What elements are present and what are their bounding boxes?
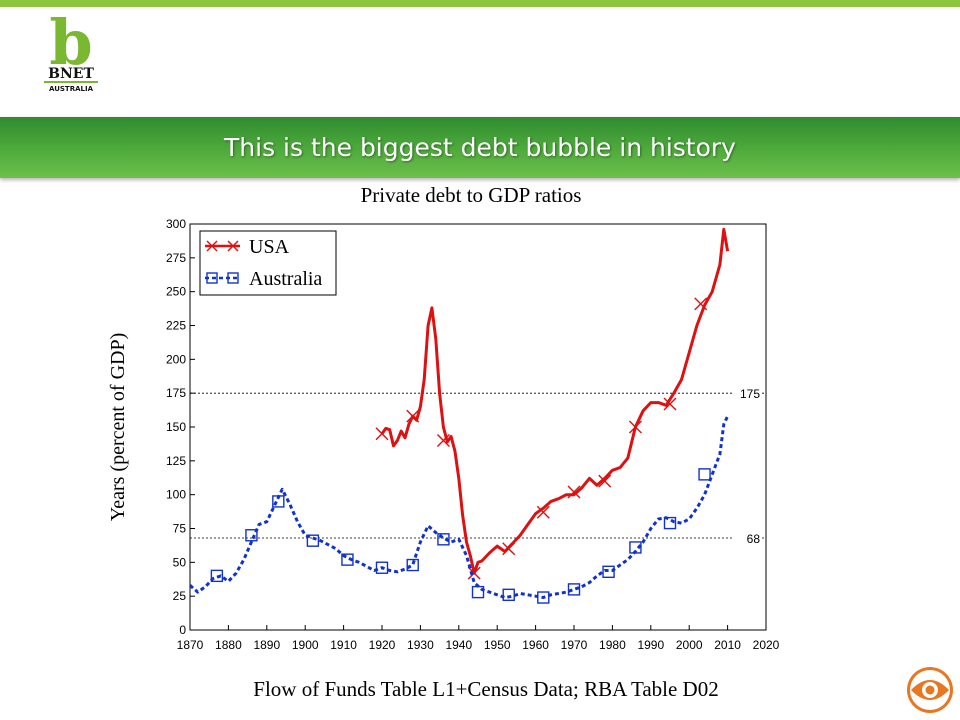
legend-box xyxy=(199,230,337,296)
australia-marker xyxy=(629,541,642,554)
chart-title: Private debt to GDP ratios xyxy=(361,183,582,207)
australia-marker xyxy=(471,585,485,599)
usa-marker xyxy=(375,427,389,441)
usa-marker xyxy=(502,542,516,556)
reference-line-label: 175 xyxy=(740,387,760,401)
australia-marker xyxy=(210,569,224,583)
usa-marker xyxy=(663,397,677,411)
y-tick-label: 250 xyxy=(166,285,186,299)
x-tick-label: 1930 xyxy=(407,638,434,652)
usa-marker xyxy=(694,297,708,311)
series-layer xyxy=(189,227,730,604)
australia-marker xyxy=(502,588,515,602)
x-tick-label: 1940 xyxy=(445,638,472,652)
usa-marker xyxy=(598,474,612,488)
x-tick-label: 1900 xyxy=(292,638,319,652)
title-banner xyxy=(0,117,960,178)
x-axis-ticks: 1870 1880 1890 1900 1910 1920 1930 1940 1950 1960… xyxy=(177,625,780,652)
legend-marker xyxy=(227,272,239,284)
australia-marker xyxy=(663,516,677,530)
cbs-eye-icon xyxy=(907,667,953,713)
australia-marker xyxy=(698,468,711,481)
reference-lines: 175 68 xyxy=(190,386,766,546)
y-tick-label: 25 xyxy=(173,589,187,603)
australia-marker xyxy=(245,529,258,542)
australia-marker xyxy=(306,534,320,547)
x-tick-label: 1970 xyxy=(561,638,588,652)
x-tick-label: 1950 xyxy=(484,638,511,652)
legend-marker xyxy=(206,240,218,252)
x-tick-label: 1990 xyxy=(637,638,664,652)
y-tick-label: 125 xyxy=(166,454,186,468)
x-tick-label: 2010 xyxy=(714,638,741,652)
legend-label: USA xyxy=(249,236,290,258)
usa-marker xyxy=(536,505,550,519)
usa-marker xyxy=(467,566,481,580)
usa-marker xyxy=(436,434,450,448)
australia-marker xyxy=(406,558,419,572)
usa-marker xyxy=(628,420,642,434)
x-axis-label: Flow of Funds Table L1+Census Data; RBA … xyxy=(253,677,718,701)
y-tick-label: 225 xyxy=(166,319,186,333)
y-tick-label: 0 xyxy=(179,623,186,637)
x-tick-label: 1980 xyxy=(599,638,626,652)
legend-marker xyxy=(206,272,218,284)
y-tick-label: 100 xyxy=(166,488,186,502)
reference-label-bg xyxy=(734,530,762,545)
australia-marker xyxy=(341,553,354,566)
y-axis-ticks: 0 25 50 75 100 125 150 175 200 225 250 275 300 xyxy=(166,217,195,637)
y-axis-label: Years (percent of GDP) xyxy=(107,333,129,521)
x-tick-label: 1870 xyxy=(177,638,204,652)
usa-marker xyxy=(406,409,420,423)
australia-marker xyxy=(375,561,389,574)
reference-line-label: 68 xyxy=(747,532,761,546)
logo-name: BNET xyxy=(48,66,94,82)
y-tick-label: 75 xyxy=(173,522,187,536)
debt-ratio-chart: Private debt to GDP ratios 0 25 50 75 100 125… xyxy=(107,183,780,701)
x-tick-label: 1890 xyxy=(253,638,280,652)
australia-marker xyxy=(567,583,581,596)
australia-marker xyxy=(602,565,615,579)
x-tick-label: 1960 xyxy=(522,638,549,652)
series-line-usa xyxy=(380,227,730,575)
legend-label: Australia xyxy=(249,268,322,290)
y-tick-label: 275 xyxy=(166,251,186,265)
x-tick-label: 1880 xyxy=(215,638,242,652)
y-tick-label: 175 xyxy=(166,386,186,400)
series-line-australia xyxy=(189,415,729,599)
legend-marker xyxy=(227,240,239,252)
legend: USA Australia xyxy=(199,230,337,296)
bnet-australia-logo: b BNET AUSTRALIA xyxy=(42,12,100,93)
slide-title: This is the biggest debt bubble in histo… xyxy=(224,133,736,162)
logo-sub: AUSTRALIA xyxy=(49,85,94,93)
australia-marker xyxy=(272,495,285,508)
x-tick-label: 1910 xyxy=(330,638,357,652)
y-tick-label: 300 xyxy=(166,217,186,231)
y-tick-label: 50 xyxy=(173,555,187,569)
usa-marker xyxy=(567,485,581,499)
top-accent-bar xyxy=(0,0,960,7)
x-tick-label: 2000 xyxy=(676,638,703,652)
australia-marker xyxy=(537,591,550,604)
x-tick-label: 2020 xyxy=(753,638,780,652)
y-tick-label: 150 xyxy=(166,420,186,434)
australia-marker xyxy=(437,533,450,546)
x-tick-label: 1920 xyxy=(369,638,396,652)
reference-label-bg xyxy=(734,386,762,401)
y-tick-label: 200 xyxy=(166,352,186,366)
